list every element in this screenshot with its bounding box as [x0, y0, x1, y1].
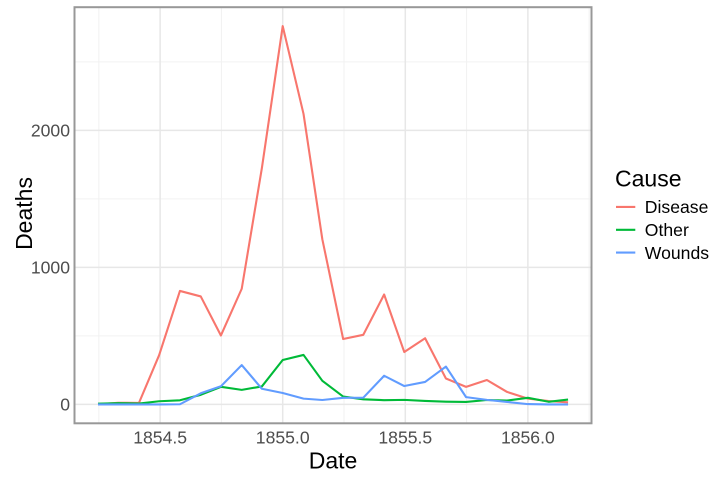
- svg-text:Wounds: Wounds: [645, 243, 709, 263]
- svg-text:2000: 2000: [31, 121, 70, 141]
- svg-text:Cause: Cause: [615, 165, 681, 191]
- svg-text:Disease: Disease: [645, 197, 709, 217]
- svg-text:1855.0: 1855.0: [256, 428, 310, 448]
- svg-text:1855.5: 1855.5: [378, 428, 432, 448]
- svg-text:1854.5: 1854.5: [133, 428, 187, 448]
- svg-text:Date: Date: [309, 448, 358, 474]
- svg-text:Other: Other: [645, 220, 689, 240]
- svg-text:1000: 1000: [31, 258, 70, 278]
- svg-text:Deaths: Deaths: [11, 177, 37, 250]
- svg-text:0: 0: [60, 395, 70, 415]
- svg-text:1856.0: 1856.0: [501, 428, 555, 448]
